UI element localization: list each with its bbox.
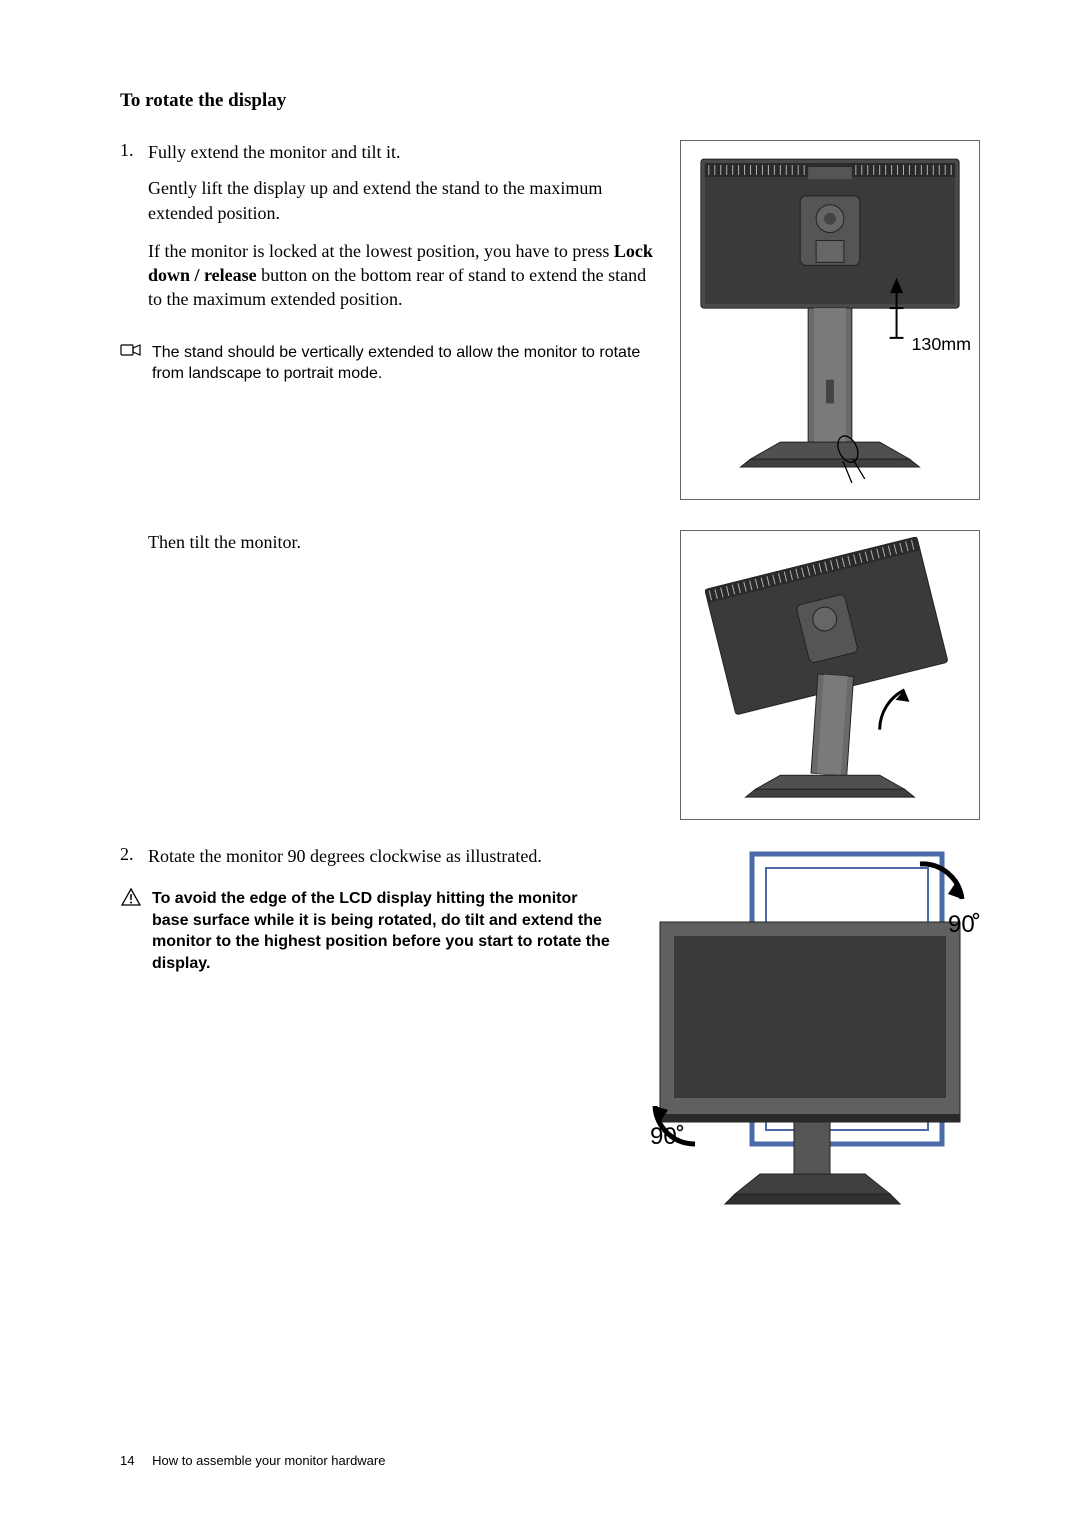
step2-row: 2. Rotate the monitor 90 degrees clockwi… (120, 844, 980, 1224)
illus1: 130mm (680, 140, 980, 500)
illus2-col (680, 530, 980, 820)
then-tilt: Then tilt the monitor. (148, 530, 654, 554)
illus2 (680, 530, 980, 820)
step1-number: 1. (120, 140, 148, 161)
step1-para1: Gently lift the display up and extend th… (148, 176, 654, 225)
page-number: 14 (120, 1453, 134, 1468)
warning-icon (120, 888, 142, 906)
step2-text: Rotate the monitor 90 degrees clockwise … (148, 844, 614, 868)
footer-section: How to assemble your monitor hardware (152, 1453, 385, 1468)
note1-text: The stand should be vertically extended … (152, 342, 654, 385)
note-icon (120, 342, 142, 358)
note1-row: The stand should be vertically extended … (120, 342, 654, 385)
step1-para2-a: If the monitor is locked at the lowest p… (148, 241, 614, 261)
step1-heading: Fully extend the monitor and tilt it. (148, 140, 654, 164)
step1-row: 1. Fully extend the monitor and tilt it.… (120, 140, 980, 500)
tilt-row: Then tilt the monitor. (120, 530, 980, 820)
step1-text-col: 1. Fully extend the monitor and tilt it.… (120, 140, 654, 395)
illus1-130mm-label: 130mm (911, 334, 971, 354)
illus3-col: 90 90 (640, 844, 980, 1224)
illus3: 90 90 (640, 844, 980, 1224)
tilt-text-col: Then tilt the monitor. (120, 530, 654, 568)
warning-text: To avoid the edge of the LCD display hit… (152, 888, 614, 974)
step1-para2: If the monitor is locked at the lowest p… (148, 239, 654, 312)
illus3-90-top: 90 (948, 911, 975, 938)
step2-text-col: 2. Rotate the monitor 90 degrees clockwi… (120, 844, 614, 975)
illus1-col: 130mm (680, 140, 980, 500)
step1: 1. Fully extend the monitor and tilt it. (120, 140, 654, 164)
step2-number: 2. (120, 844, 148, 865)
footer: 14 How to assemble your monitor hardware (120, 1453, 385, 1468)
illus3-90-bottom: 90 (650, 1123, 677, 1150)
warning-row: To avoid the edge of the LCD display hit… (120, 888, 614, 974)
section-title: To rotate the display (120, 90, 980, 112)
page: To rotate the display 1. Fully extend th… (0, 0, 1080, 1528)
step2: 2. Rotate the monitor 90 degrees clockwi… (120, 844, 614, 868)
